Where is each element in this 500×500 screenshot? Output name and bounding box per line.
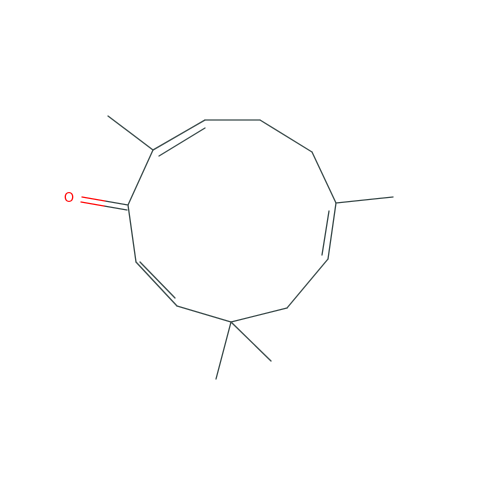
carbonyl-bond-line2-oxygen-half <box>80 201 105 207</box>
methyl-bond-c2 <box>107 115 154 151</box>
methyl-bond-c9-b <box>230 321 272 362</box>
bond-layer <box>80 115 394 380</box>
ring-bond-c8-c9 <box>230 307 288 323</box>
ring-bond-c5-c6 <box>311 151 337 204</box>
ring-bond-c1-c2 <box>127 149 154 206</box>
ring-double-bond-c6-c7-inner <box>321 210 330 256</box>
ring-double-bond-c6-c7 <box>327 202 337 260</box>
oxygen-label-background <box>61 189 77 205</box>
carbonyl-bond-line1-carbon-half <box>104 200 129 206</box>
methyl-bond-c6 <box>335 196 394 204</box>
methyl-bond-c9-a <box>215 321 232 380</box>
ring-bond-c7-c8 <box>286 258 329 309</box>
ring-double-bond-c10-c11 <box>135 261 178 307</box>
ring-bond-c11-c1 <box>127 204 137 263</box>
atom-label-layer: O <box>61 189 77 206</box>
ring-bond-c9-c10 <box>176 305 232 323</box>
oxygen-atom-label: O <box>64 191 74 206</box>
ring-double-bond-c10-c11-inner <box>139 261 176 299</box>
ring-double-bond-c2-c3-inner <box>158 127 206 157</box>
ring-bond-c4-c5 <box>259 119 313 153</box>
ring-double-bond-c2-c3 <box>152 119 206 151</box>
carbonyl-bond-line2-carbon-half <box>103 205 128 211</box>
carbonyl-bond-line1-oxygen-half <box>81 196 106 202</box>
